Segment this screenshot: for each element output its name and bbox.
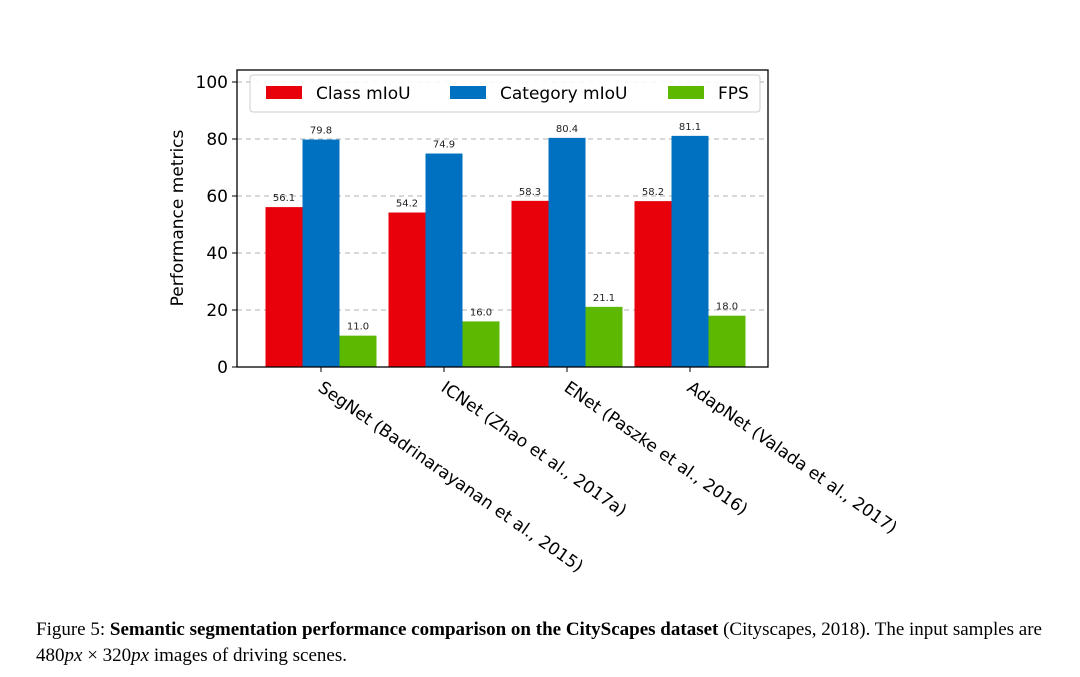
bar [548,137,586,367]
bar [339,335,377,367]
legend-swatch [668,86,704,99]
data-label: 18.0 [716,302,738,313]
legend-label: Class mIoU [316,84,411,104]
data-label: 54.2 [396,199,418,210]
y-axis: 0 20 40 60 80 100 [196,73,237,378]
bar [634,201,672,367]
plot-frame [236,69,769,368]
y-axis-label: Performance metrics [168,129,188,306]
data-label: 79.8 [310,126,332,137]
legend-box [249,74,761,113]
data-labels: 56.1 79.8 11.0 54.2 74.9 16.0 58.3 80.4 21.1 58.2… [273,122,738,333]
bar [425,153,463,367]
y-tick-label: 0 [217,358,228,378]
caption-suffix: images of driving scenes. [149,645,347,666]
legend-swatch [450,86,486,99]
y-tick-label: 80 [206,130,228,150]
data-label: 81.1 [679,122,701,133]
bar [265,207,303,367]
legend: Class mIoU Category mIoU FPS [249,74,761,113]
data-label: 58.3 [519,187,541,198]
bar [511,200,549,367]
bar [462,321,500,367]
caption-math-480: 480 [36,645,65,666]
bar [708,315,746,367]
bar [388,212,426,367]
bar [671,135,709,367]
data-label: 21.1 [593,293,615,304]
caption-prefix: Figure 5: [36,619,110,640]
legend-label: Category mIoU [500,84,627,104]
data-label: 80.4 [556,124,578,135]
y-tick-label: 40 [206,244,228,264]
caption-bold-title: Semantic segmentation performance compar… [109,619,719,640]
data-label: 56.1 [273,193,295,204]
caption-math-320: 320 [102,645,132,666]
bar [302,139,340,367]
y-tick-label: 100 [196,73,228,93]
caption-unit-px-1: px [64,645,83,666]
caption-times: × [82,645,103,666]
data-label: 11.0 [347,322,369,333]
figure-caption: Figure 5: Semantic segmentation performa… [36,617,1051,669]
y-tick-label: 60 [206,187,228,207]
y-tick-label: 20 [206,301,228,321]
caption-text: (Cityscapes, 2018). The input samples ar… [718,619,1042,640]
bar [585,306,623,367]
data-label: 74.9 [433,140,455,151]
x-tick-label: SegNet (Badrinarayanan et al., 2015) [314,378,587,577]
legend-swatch [266,86,302,99]
chart: 56.1 79.8 11.0 54.2 74.9 16.0 58.3 80.4 21.1 58.2… [168,69,901,577]
data-label: 16.0 [470,307,492,318]
x-tick-label: AdapNet (Valada et al., 2017) [683,378,900,539]
legend-label: FPS [718,84,749,104]
caption-unit-px-2: px [131,645,150,666]
x-axis: SegNet (Badrinarayanan et al., 2015)ICNe… [314,367,901,577]
data-label: 58.2 [642,187,664,198]
bars [265,135,746,367]
